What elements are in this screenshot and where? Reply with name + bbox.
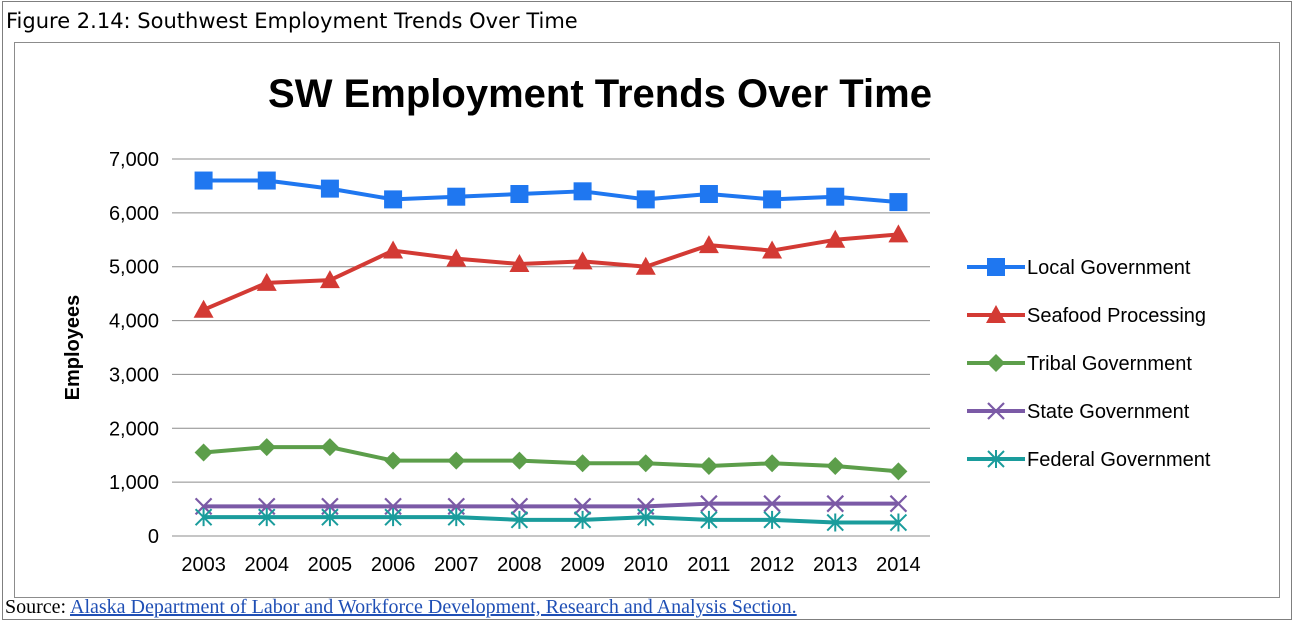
- data-point: [889, 462, 908, 481]
- legend-marker: [987, 402, 1005, 420]
- data-point: [573, 182, 592, 201]
- data-point: [762, 240, 783, 259]
- series-line: [203, 515, 899, 525]
- y-tick-label: 2,000: [109, 418, 159, 440]
- data-point: [699, 185, 718, 204]
- data-point: [447, 187, 466, 206]
- y-tick-label: 6,000: [109, 203, 159, 225]
- data-point: [509, 254, 530, 273]
- chart-title: SW Employment Trends Over Time: [268, 72, 932, 116]
- data-point: [510, 451, 529, 470]
- data-point: [321, 508, 339, 527]
- x-tick-label: 2005: [308, 554, 353, 576]
- data-point: [447, 451, 466, 470]
- data-point: [763, 494, 781, 513]
- data-point: [635, 256, 656, 275]
- x-tick-label: 2008: [497, 554, 542, 576]
- data-point: [636, 454, 655, 473]
- y-tick-label: 5,000: [109, 257, 159, 279]
- data-point: [258, 508, 276, 527]
- x-tick-label: 2003: [181, 554, 226, 576]
- y-tick-label: 0: [148, 526, 159, 548]
- x-tick-label: 2012: [750, 554, 795, 576]
- legend-label: Seafood Processing: [1027, 305, 1206, 327]
- data-point: [320, 438, 339, 457]
- legend-label: Federal Government: [1027, 449, 1211, 471]
- data-point: [194, 508, 213, 527]
- source-note: Source: Alaska Department of Labor and W…: [5, 596, 797, 619]
- data-point: [698, 235, 719, 254]
- x-tick-label: 2009: [560, 554, 605, 576]
- figure-caption: Figure 2.14: Southwest Employment Trends…: [6, 9, 578, 33]
- data-point: [889, 193, 908, 212]
- data-point: [256, 272, 277, 291]
- data-point: [825, 229, 846, 248]
- data-point: [320, 179, 339, 198]
- data-point: [572, 251, 593, 270]
- data-point: [194, 171, 213, 190]
- data-point: [257, 438, 276, 457]
- series-line: [202, 232, 899, 312]
- data-point: [826, 456, 845, 475]
- data-point: [700, 494, 718, 513]
- y-tick-label: 7,000: [109, 149, 159, 171]
- x-tick-label: 2010: [624, 554, 669, 576]
- data-point: [384, 190, 403, 209]
- data-point: [573, 510, 592, 529]
- data-point: [573, 497, 592, 516]
- data-point: [510, 497, 529, 516]
- x-tick-label: 2007: [434, 554, 479, 576]
- x-tick-label: 2013: [813, 554, 858, 576]
- data-point: [447, 508, 465, 527]
- data-point: [763, 190, 782, 209]
- y-axis-label: Employees: [62, 295, 84, 401]
- data-point: [384, 451, 403, 470]
- data-point: [257, 171, 276, 190]
- data-point: [889, 494, 908, 513]
- source-link[interactable]: Alaska Department of Labor and Workforce…: [70, 596, 797, 618]
- y-tick-label: 3,000: [109, 364, 159, 386]
- legend-marker: [987, 450, 1005, 468]
- series-line: [203, 178, 899, 205]
- data-point: [699, 456, 718, 475]
- data-point: [637, 508, 655, 527]
- data-point: [763, 510, 781, 529]
- data-point: [319, 270, 340, 289]
- chart-container: SW Employment Trends Over Time 0 1,000 2,00…: [14, 42, 1280, 598]
- data-point: [384, 508, 402, 527]
- x-tick-label: 2014: [876, 554, 921, 576]
- data-point: [510, 510, 529, 529]
- line-chart: SW Employment Trends Over Time 0 1,000 2,00…: [62, 72, 1211, 576]
- y-tick-label: 4,000: [109, 311, 159, 333]
- data-point: [889, 513, 908, 532]
- legend-marker: [987, 354, 1005, 372]
- source-label: Source:: [5, 596, 67, 618]
- data-point: [888, 224, 909, 243]
- data-point: [826, 513, 844, 532]
- legend-label: Tribal Government: [1027, 353, 1192, 375]
- legend-label: State Government: [1027, 401, 1190, 423]
- data-point: [636, 190, 655, 209]
- x-tick-label: 2004: [245, 554, 290, 576]
- data-point: [446, 248, 467, 267]
- legend-label: Local Government: [1027, 257, 1191, 279]
- x-tick-label: 2006: [371, 554, 416, 576]
- data-point: [826, 494, 845, 513]
- y-tick-label: 1,000: [109, 472, 159, 494]
- data-point: [383, 240, 404, 259]
- data-point: [510, 185, 529, 204]
- series-line: [203, 445, 899, 474]
- data-point: [763, 454, 782, 473]
- x-tick-label: 2011: [687, 554, 730, 576]
- data-point: [573, 454, 592, 473]
- data-point: [700, 510, 718, 529]
- data-point: [826, 187, 845, 206]
- series-line: [203, 501, 899, 509]
- legend-marker: [986, 305, 1006, 323]
- data-point: [193, 299, 214, 318]
- data-point: [194, 443, 213, 462]
- legend-marker: [987, 258, 1005, 276]
